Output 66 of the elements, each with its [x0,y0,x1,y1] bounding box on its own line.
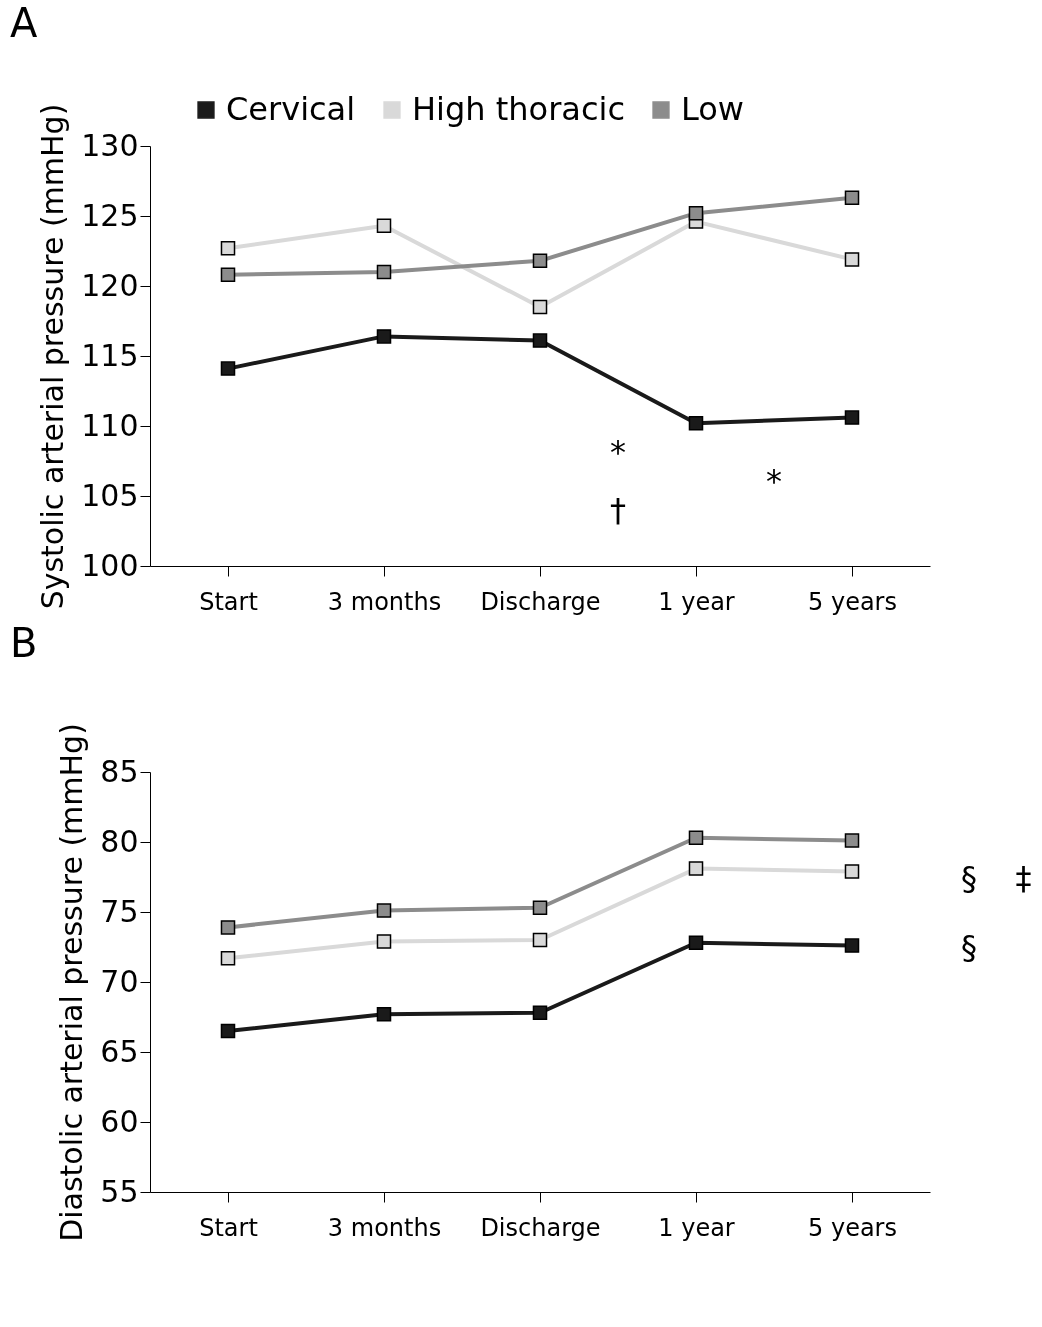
point [844,252,860,267]
point [532,932,548,948]
x-tick-label: 1 year [658,587,735,616]
point [688,830,704,846]
point [220,950,236,966]
y-tick-label: 110 [81,407,139,443]
y-tick-label: 100 [81,547,139,583]
x-tick-label: Discharge [480,1213,601,1242]
point [220,267,236,283]
y-tick-label: 75 [100,893,139,929]
point [844,833,860,848]
text: ‡ [1015,859,1032,898]
annotation: † [610,491,626,530]
y-tick-label: 130 [81,127,139,163]
y-tick-label: 60 [100,1103,139,1139]
y-tick-label: 85 [100,753,139,789]
annotation: * [766,462,782,500]
y-tick-label: 115 [81,337,139,373]
y-axis-title: Diastolic arterial pressure (mmHg) [54,723,90,1242]
point [688,205,704,221]
point [532,253,548,269]
x-tick-label: 3 months [327,587,442,616]
point [844,864,860,879]
y-tick-label: 80 [100,823,139,859]
x-tick-label: Start [199,1213,258,1242]
x-tick-label: 5 years [808,1213,897,1242]
text: § [961,928,977,967]
y-tick-label: 125 [81,197,139,233]
point [844,190,860,206]
y-tick-label: 105 [81,477,139,513]
point [532,333,548,348]
text: § [961,859,977,898]
legend-label: High thoracic [412,90,625,128]
annotation: * [610,432,626,471]
y-tick-label: 70 [100,963,139,999]
point [220,920,236,935]
legend-label: Cervical [226,90,356,128]
point [220,361,236,376]
chart-title: B [10,619,38,666]
y-tick-label: 55 [100,1173,139,1209]
point [376,903,392,918]
x-tick-label: 3 months [327,1213,442,1242]
point [220,1023,236,1039]
x-tick-label: Start [199,587,258,616]
point [376,218,392,234]
x-tick-label: Discharge [480,587,601,616]
y-tick-label: 120 [81,267,139,303]
point [376,934,392,949]
point [376,264,392,280]
legend-label: Low [681,90,745,128]
point [688,861,704,876]
chart-title: A [10,0,38,47]
y-tick-label: 65 [100,1033,139,1069]
point [532,299,548,315]
point [688,415,704,431]
y-axis-title: Systolic arterial pressure (mmHg) [35,103,71,610]
point [688,935,704,951]
point [532,900,548,916]
point [844,938,860,953]
x-tick-label: 1 year [658,1213,735,1242]
point [844,410,860,425]
x-tick-label: 5 years [808,587,897,616]
point [220,240,236,256]
point [376,1006,392,1022]
point [376,329,392,344]
point [532,1005,548,1021]
